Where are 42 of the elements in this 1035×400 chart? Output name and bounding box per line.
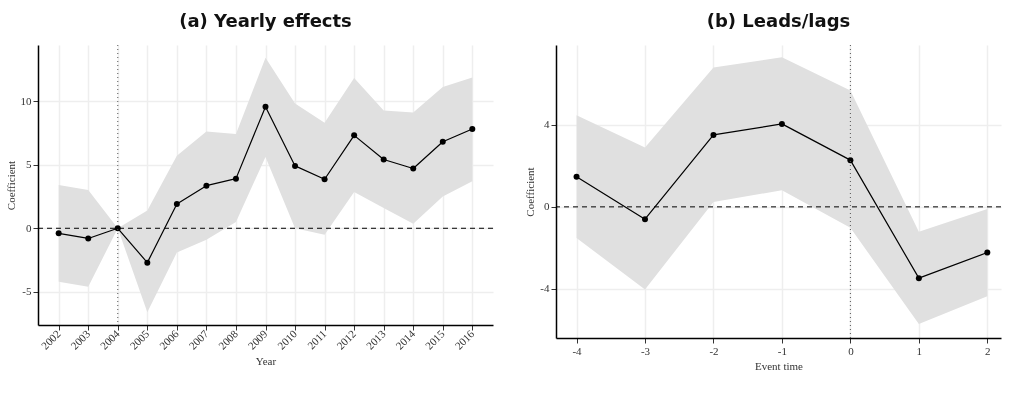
x-axis-title: Event time: [755, 359, 804, 372]
x-tick-label: -2: [709, 344, 719, 357]
point: [410, 165, 417, 172]
point: [351, 132, 358, 139]
x-tick-label: 2: [985, 344, 991, 357]
point: [203, 182, 210, 189]
point: [573, 173, 580, 180]
point: [262, 103, 269, 110]
point: [915, 275, 922, 282]
point: [144, 259, 151, 266]
x-tick-label: -1: [777, 344, 788, 357]
x-tick-label: 0: [848, 344, 855, 357]
y-tick-label: 0: [26, 221, 32, 234]
y-tick-label: 0: [544, 200, 550, 213]
point: [642, 216, 648, 223]
y-axis-title: Coefficient: [4, 160, 17, 211]
y-tick-label: 5: [26, 158, 32, 171]
point: [380, 156, 387, 163]
point: [847, 157, 854, 164]
point: [173, 201, 180, 208]
point: [439, 138, 446, 145]
point: [469, 126, 476, 132]
point: [778, 120, 785, 127]
point: [292, 162, 299, 169]
point: [114, 225, 121, 232]
point: [984, 249, 991, 256]
y-tick-label: -5: [22, 285, 32, 298]
point: [710, 131, 717, 138]
chart-title: (a) Yearly effects: [179, 9, 352, 31]
y-tick-label: 4: [544, 118, 550, 131]
point: [55, 230, 62, 237]
point: [85, 235, 92, 242]
x-tick-label: -4: [572, 344, 583, 357]
point: [321, 176, 328, 183]
x-axis-title: Year: [255, 354, 277, 367]
point: [232, 175, 239, 182]
x-tick-label: -3: [640, 344, 651, 357]
y-tick-label: -4: [540, 282, 550, 295]
x-tick-label: 1: [916, 344, 923, 357]
y-axis-title: Coefficient: [524, 167, 537, 217]
chart-title: (b) Leads/lags: [706, 9, 851, 31]
y-tick-label: 10: [20, 94, 32, 107]
